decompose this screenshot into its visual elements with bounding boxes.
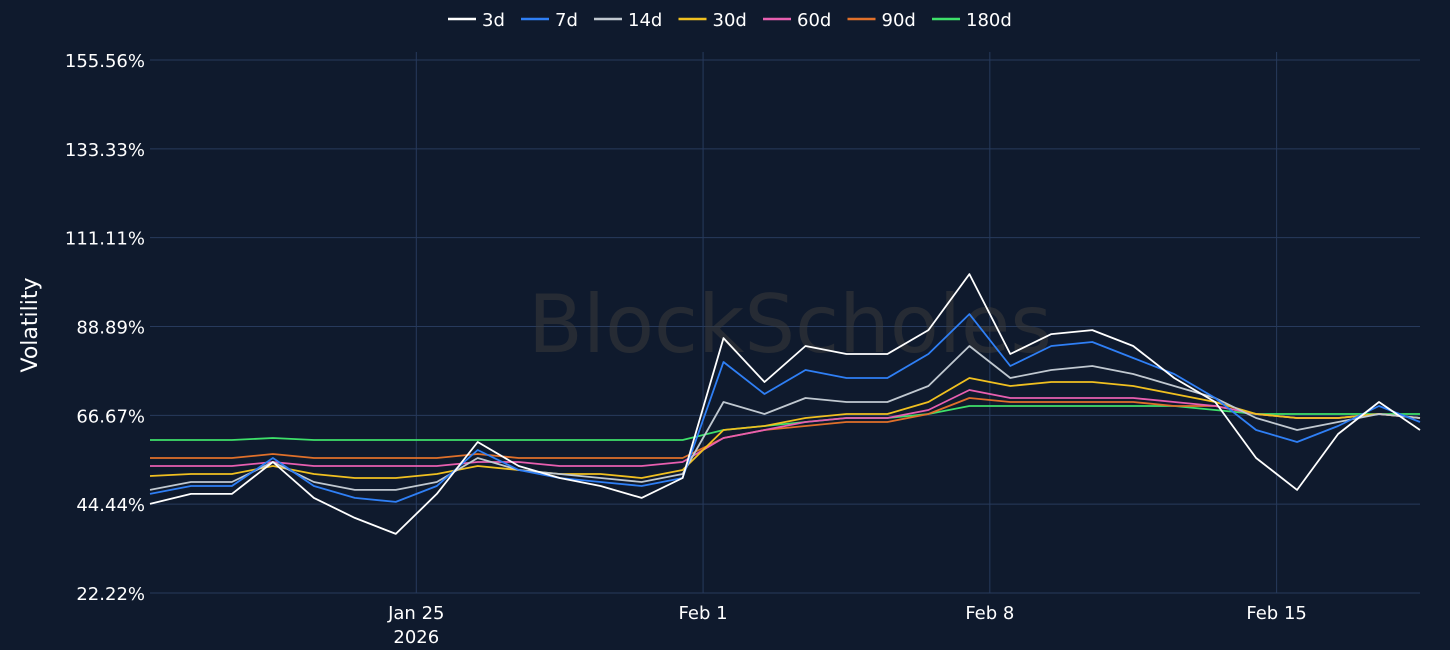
legend-label-30d[interactable]: 30d	[713, 10, 747, 31]
series-line-3d	[149, 273, 1421, 535]
legend-label-180d[interactable]: 180d	[966, 10, 1012, 31]
y-tick-label: 88.89%	[76, 318, 145, 339]
y-tick-label: 111.11%	[65, 229, 145, 250]
chart-lines	[149, 273, 1421, 535]
y-axis-ticks: 155.56% 133.33% 111.11% 88.89% 66.67% 44.44% 2…	[65, 51, 145, 605]
series-line-14d	[149, 345, 1421, 491]
x-tick-sublabel: 2026	[393, 627, 439, 648]
chart-grid	[150, 52, 1420, 594]
y-tick-label: 133.33%	[65, 140, 145, 161]
y-tick-label: 22.22%	[76, 584, 145, 605]
x-tick-label: Feb 1	[679, 603, 728, 624]
series-line-180d	[150, 405, 1420, 441]
x-tick-label: Jan 25	[387, 603, 444, 624]
legend-label-7d[interactable]: 7d	[555, 10, 578, 31]
y-axis-label: Volatility	[18, 277, 43, 372]
series-line-7d	[149, 313, 1421, 503]
x-axis-ticks: Jan 25 2026 Feb 1 Feb 8 Feb 15	[387, 603, 1307, 648]
x-tick-label: Feb 8	[965, 603, 1014, 624]
series-line-30d	[149, 377, 1421, 479]
series-line-60d	[150, 389, 1421, 467]
legend: 3d 7d 14d 30d 60d 90d 180d	[448, 10, 1012, 31]
y-tick-label: 155.56%	[65, 51, 145, 72]
legend-label-14d[interactable]: 14d	[628, 10, 662, 31]
watermark: BlockScholes	[528, 278, 1052, 371]
legend-label-3d[interactable]: 3d	[482, 10, 505, 31]
x-tick-label: Feb 15	[1246, 603, 1307, 624]
legend-label-60d[interactable]: 60d	[797, 10, 831, 31]
y-tick-label: 44.44%	[76, 495, 145, 516]
legend-label-90d[interactable]: 90d	[882, 10, 916, 31]
y-tick-label: 66.67%	[76, 406, 145, 427]
